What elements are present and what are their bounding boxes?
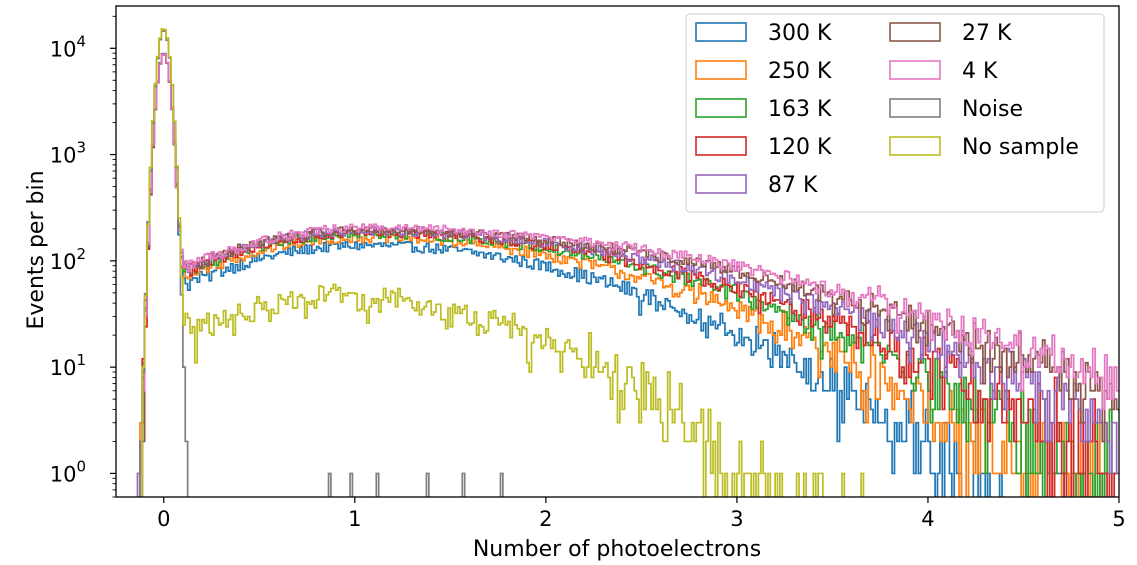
- histogram-series-layer: [136, 28, 1119, 497]
- legend: 300 K 250 K 163 K 120 K 87 K 27 K 4 K Noise No s…: [685, 13, 1105, 213]
- x-tick-label: 4: [921, 507, 934, 531]
- legend-label: 250 K: [768, 59, 832, 84]
- legend-swatch: [695, 136, 747, 156]
- y-tick-label-base: 10: [50, 250, 77, 274]
- y-tick-label: 103: [50, 139, 86, 168]
- legend-swatch: [695, 22, 747, 42]
- y-tick-label-exponent: 4: [76, 32, 86, 50]
- legend-label: 300 K: [768, 21, 832, 46]
- y-axis-title: Events per bin: [24, 170, 49, 329]
- y-tick-label-base: 10: [50, 37, 77, 61]
- legend-swatch: [889, 60, 941, 80]
- x-axis-title: Number of photoelectrons: [473, 537, 761, 562]
- legend-label: Noise: [962, 97, 1023, 122]
- legend-swatch: [695, 60, 747, 80]
- y-tick-label-base: 10: [50, 462, 77, 486]
- y-tick-label: 100: [50, 457, 86, 486]
- plot-frame: [115, 5, 1120, 498]
- y-tick-label-exponent: 2: [76, 245, 86, 263]
- legend-label: 120 K: [768, 135, 832, 160]
- y-tick-label: 104: [50, 32, 86, 61]
- legend-swatch: [695, 98, 747, 118]
- x-tick-label: 0: [157, 507, 170, 531]
- y-tick-label: 101: [50, 351, 86, 380]
- legend-frame: [685, 13, 1105, 213]
- y-tick-label-exponent: 0: [76, 457, 86, 475]
- y-tick-label-exponent: 1: [76, 351, 86, 369]
- legend-swatch: [695, 174, 747, 194]
- legend-label: 27 K: [962, 21, 1012, 46]
- legend-swatch: [889, 22, 941, 42]
- series-250-k-histogram: [139, 52, 1106, 497]
- legend-label: No sample: [962, 135, 1079, 160]
- legend-label: 87 K: [768, 173, 818, 198]
- legend-swatch: [889, 136, 941, 156]
- y-tick-label-base: 10: [50, 144, 77, 168]
- series-4-k-histogram: [139, 53, 1119, 497]
- legend-swatch: [889, 98, 941, 118]
- x-tick-label: 5: [1112, 507, 1125, 531]
- legend-label: 4 K: [962, 59, 998, 84]
- series-163-k-histogram: [141, 53, 1119, 497]
- x-tick-label: 3: [730, 507, 743, 531]
- y-tick-label-exponent: 3: [76, 139, 86, 157]
- series-no-sample-histogram: [141, 28, 865, 497]
- y-tick-label: 102: [50, 245, 86, 274]
- legend-label: 163 K: [768, 97, 832, 122]
- y-tick-label-base: 10: [50, 356, 77, 380]
- x-tick-label: 2: [539, 507, 552, 531]
- x-tick-label: 1: [348, 507, 361, 531]
- x-axis-ticks: 0 1 2 3 4 5: [157, 497, 1126, 531]
